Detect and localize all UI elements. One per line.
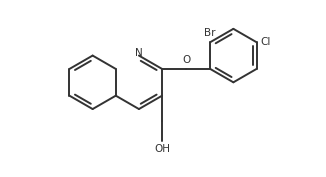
Text: OH: OH xyxy=(154,144,170,154)
Text: O: O xyxy=(182,55,190,65)
Text: Cl: Cl xyxy=(260,37,270,47)
Text: Br: Br xyxy=(204,28,216,38)
Text: N: N xyxy=(135,48,143,58)
